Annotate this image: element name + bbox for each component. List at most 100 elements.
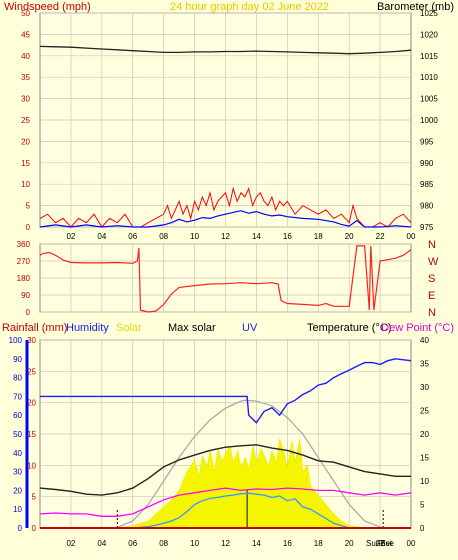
rainfall-tick-labels: 0 5 10 15 20 25 30 bbox=[27, 336, 36, 533]
wind-baro-series bbox=[39, 45, 412, 228]
temp-time-tick: 04 bbox=[97, 539, 106, 548]
uv-label: UV bbox=[242, 322, 258, 334]
temp-time-tick: 16 bbox=[283, 539, 292, 548]
temp-time-tick: 10 bbox=[190, 539, 199, 548]
baro-tick-label: 1020 bbox=[420, 30, 438, 39]
humidity-tick-label: 70 bbox=[13, 392, 22, 401]
temperature-tick-label: 40 bbox=[420, 336, 429, 345]
baro-tick-label: 985 bbox=[420, 180, 434, 189]
rainfall-tick-label: 0 bbox=[32, 524, 37, 533]
baro-tick-label: 990 bbox=[420, 159, 434, 168]
temperature-tick-label: 20 bbox=[420, 430, 429, 439]
graph-title: 24 hour graph day 02 June 2022 bbox=[170, 1, 329, 13]
wind-tick-label: 20 bbox=[21, 137, 30, 146]
sunrise-marker-label: Rise bbox=[378, 539, 395, 548]
baro-tick-label: 1025 bbox=[420, 9, 438, 18]
wind-time-tick: 04 bbox=[97, 232, 106, 241]
direction-tick-label: 0 bbox=[26, 308, 31, 317]
wind-time-tick: 10 bbox=[190, 232, 199, 241]
temp-time-tick: 02 bbox=[66, 539, 75, 548]
wind-baro-time-tick-labels: 02 04 06 08 10 12 14 16 18 20 22 00 bbox=[66, 232, 416, 241]
solar-label: Solar bbox=[116, 322, 142, 334]
temp-solar-series bbox=[39, 358, 412, 529]
temperature-tick-labels: 0 5 10 15 20 25 30 35 40 bbox=[420, 336, 429, 533]
baro-tick-label: 1000 bbox=[420, 116, 438, 125]
humidity-line bbox=[40, 358, 412, 424]
max-solar-label: Max solar bbox=[168, 322, 216, 334]
wind-gust-line bbox=[39, 186, 412, 228]
humidity-tick-label: 40 bbox=[13, 449, 22, 458]
compass-label: N bbox=[428, 239, 436, 251]
dew-point-label: Dew Point (°C) bbox=[381, 322, 454, 334]
humidity-label: Humidity bbox=[66, 322, 109, 334]
wind-speed-tick-labels: 0 5 10 15 20 25 30 35 40 45 50 bbox=[21, 9, 30, 232]
wind-direction-tick-labels: 0 90 180 270 360 bbox=[17, 240, 31, 317]
wind-time-tick: 14 bbox=[252, 232, 261, 241]
humidity-tick-label: 20 bbox=[13, 486, 22, 495]
wind-tick-label: 50 bbox=[21, 9, 30, 18]
temperature-tick-label: 25 bbox=[420, 407, 429, 416]
wind-time-tick: 16 bbox=[283, 232, 292, 241]
direction-tick-label: 360 bbox=[17, 240, 31, 249]
baro-tick-label: 975 bbox=[420, 223, 434, 232]
barometer-axis-title: Barometer (mb) bbox=[377, 1, 454, 13]
temp-solar-time-tick-labels: 02 04 06 08 10 12 14 16 18 20 22 00 bbox=[66, 539, 416, 548]
max-solar-line bbox=[115, 399, 384, 529]
temperature-tick-label: 0 bbox=[420, 524, 425, 533]
wind-tick-label: 40 bbox=[21, 52, 30, 61]
wind-tick-label: 10 bbox=[21, 180, 30, 189]
wind-baro-grid bbox=[40, 12, 411, 228]
humidity-tick-labels: 0 10 20 30 40 50 60 70 80 90 100 bbox=[9, 336, 23, 533]
wind-tick-label: 15 bbox=[21, 159, 30, 168]
wind-time-tick: 12 bbox=[221, 232, 230, 241]
dew-point-line bbox=[39, 487, 412, 517]
compass-label: W bbox=[428, 256, 439, 268]
humidity-tick-label: 90 bbox=[13, 355, 22, 364]
temp-time-tick: 12 bbox=[221, 539, 230, 548]
baro-tick-label: 1010 bbox=[420, 73, 438, 82]
temperature-tick-label: 15 bbox=[420, 454, 429, 463]
humidity-tick-label: 80 bbox=[13, 374, 22, 383]
temp-time-tick: 20 bbox=[345, 539, 354, 548]
temp-time-tick: 08 bbox=[159, 539, 168, 548]
wind-time-tick: 00 bbox=[407, 232, 416, 241]
wind-direction-series bbox=[39, 245, 412, 313]
wind-tick-label: 35 bbox=[21, 73, 30, 82]
rainfall-tick-label: 10 bbox=[27, 461, 36, 470]
solar-area bbox=[117, 438, 381, 529]
direction-tick-label: 180 bbox=[17, 274, 31, 283]
temperature-tick-label: 10 bbox=[420, 477, 429, 486]
compass-label: N bbox=[428, 307, 436, 319]
baro-tick-label: 995 bbox=[420, 137, 434, 146]
wind-tick-label: 25 bbox=[21, 116, 30, 125]
humidity-tick-label: 60 bbox=[13, 411, 22, 420]
wind-tick-label: 30 bbox=[21, 95, 30, 104]
direction-tick-label: 270 bbox=[17, 257, 31, 266]
baro-tick-label: 1015 bbox=[420, 52, 438, 61]
temperature-line bbox=[39, 444, 411, 496]
wind-time-tick: 18 bbox=[314, 232, 323, 241]
wind-time-tick: 02 bbox=[66, 232, 75, 241]
temperature-label: Temperature (°C) bbox=[307, 322, 391, 334]
humidity-tick-label: 10 bbox=[13, 505, 22, 514]
wind-tick-label: 5 bbox=[26, 202, 31, 211]
humidity-tick-label: 100 bbox=[9, 336, 23, 345]
temp-time-tick: 22 bbox=[376, 539, 385, 548]
compass-label: S bbox=[428, 273, 435, 285]
rainfall-tick-label: 20 bbox=[27, 399, 36, 408]
direction-tick-label: 90 bbox=[21, 291, 30, 300]
sunset-marker-label: SunSet bbox=[366, 539, 393, 548]
humidity-tick-label: 30 bbox=[13, 468, 22, 477]
wind-tick-label: 0 bbox=[26, 223, 31, 232]
temperature-tick-label: 30 bbox=[420, 383, 429, 392]
rainfall-label: Rainfall (mm) bbox=[2, 322, 67, 334]
uv-line bbox=[132, 492, 350, 529]
temperature-tick-label: 5 bbox=[420, 501, 425, 510]
temp-time-tick: 00 bbox=[407, 539, 416, 548]
rainfall-tick-label: 15 bbox=[27, 430, 36, 439]
temp-time-tick: 18 bbox=[314, 539, 323, 548]
windspeed-axis-title: Windspeed (mph) bbox=[4, 1, 91, 13]
humidity-tick-label: 50 bbox=[13, 430, 22, 439]
